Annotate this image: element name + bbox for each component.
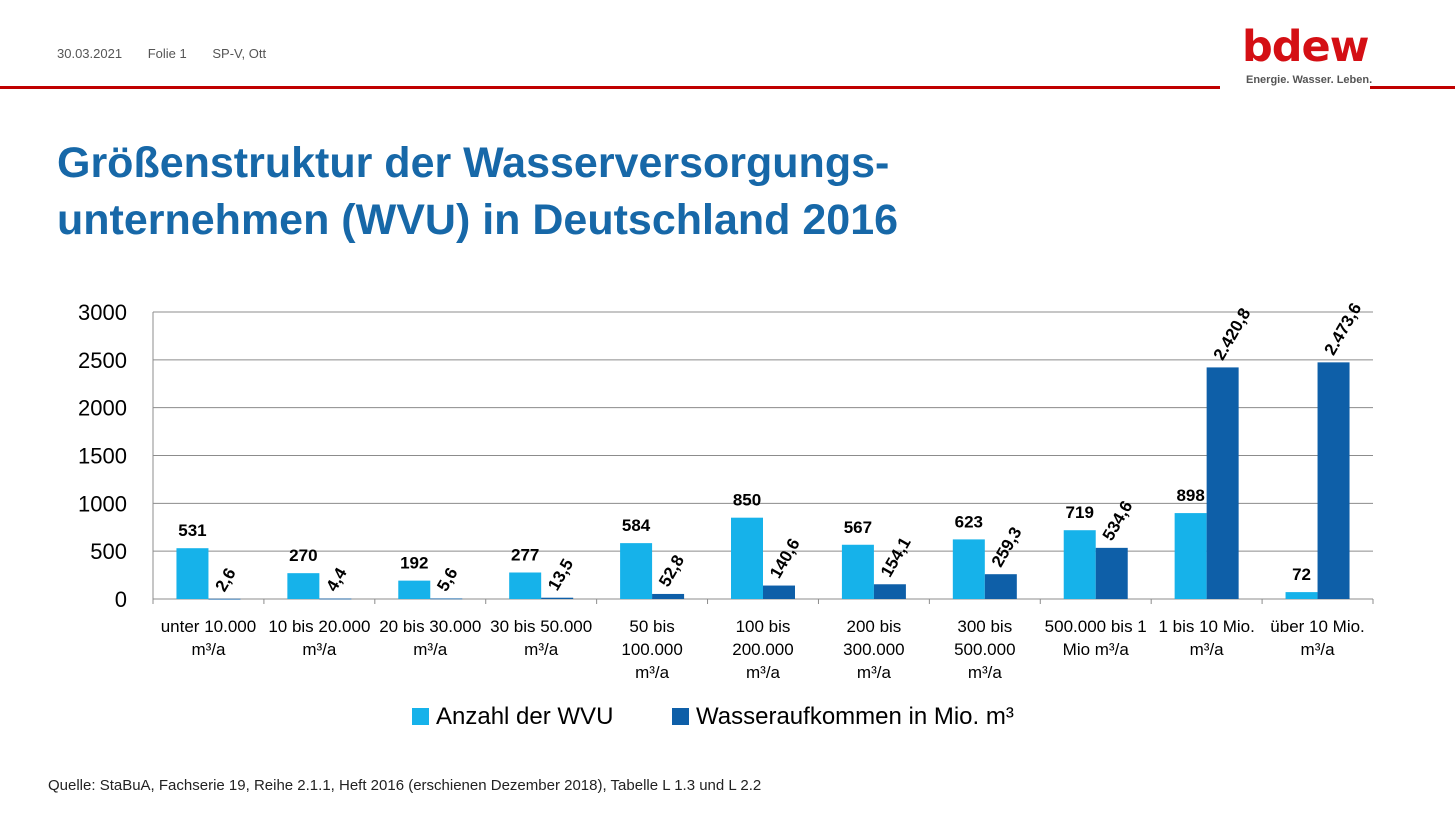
bar-wasseraufkommen: [430, 598, 463, 600]
x-tick-label: m³/a: [857, 663, 892, 682]
x-tick-label: über 10 Mio.: [1270, 617, 1365, 636]
x-tick-label: m³/a: [413, 640, 448, 659]
data-label-anzahl: 277: [511, 546, 539, 565]
slide-date: 30.03.2021: [57, 46, 123, 61]
slide-number: Folie 1: [147, 46, 187, 61]
bar-wasseraufkommen: [763, 585, 795, 599]
bar-anzahl-wvu: [1063, 530, 1096, 599]
logo-tagline: Energie. Wasser. Leben.: [1246, 74, 1373, 86]
x-tick-label: 500.000: [954, 640, 1015, 659]
bar-wasseraufkommen: [1095, 547, 1128, 599]
bar-anzahl-wvu: [1285, 592, 1318, 599]
data-label-anzahl: 850: [733, 491, 761, 510]
data-label-anzahl: 567: [844, 518, 872, 537]
bar-anzahl-wvu: [176, 548, 209, 599]
x-tick-label: 300 bis: [957, 617, 1012, 636]
legend-label-anzahl: Anzahl der WVU: [436, 703, 613, 730]
bdew-logo: bdew Energie. Wasser. Leben.: [1242, 24, 1377, 86]
data-label-wasseraufkommen: 140,6: [766, 535, 804, 581]
bar-anzahl-wvu: [841, 544, 874, 599]
slide-title-line-1: Größenstruktur der Wasserversorgungs-: [57, 139, 890, 187]
data-label-anzahl: 623: [955, 512, 983, 531]
bar-wasseraufkommen: [541, 597, 574, 599]
bar-wasseraufkommen: [208, 598, 241, 600]
slide-meta: 30.03.2021 Folie 1 SP-V, Ott: [57, 46, 288, 61]
data-label-wasseraufkommen: 2.473,6: [1321, 300, 1366, 359]
data-label-wasseraufkommen: 4,4: [322, 564, 351, 594]
bar-anzahl-wvu: [287, 573, 320, 599]
x-tick-label: m³/a: [1190, 640, 1225, 659]
x-tick-label: 20 bis 30.000: [379, 617, 481, 636]
bar-anzahl-wvu: [509, 572, 542, 599]
header-rule-left: [0, 86, 1220, 89]
y-tick-label: 2500: [78, 348, 127, 373]
legend-swatch-anzahl: [412, 708, 429, 725]
data-label-wasseraufkommen: 259,3: [988, 524, 1026, 570]
bar-chart: 0 500 1000 1500 2000 2500 3000 531 2,6 unter 10.0…: [78, 300, 1374, 730]
data-label-anzahl: 898: [1176, 486, 1204, 505]
x-tick-label: 1 bis 10 Mio.: [1158, 617, 1254, 636]
bar-anzahl-wvu: [620, 543, 653, 599]
x-tick-label: 50 bis: [629, 617, 674, 636]
data-label-anzahl: 584: [622, 516, 651, 535]
slide-title: Größenstruktur der Wasserversorgungs- un…: [57, 135, 1057, 249]
data-label-wasseraufkommen: 13,5: [544, 556, 577, 594]
x-tick-label: 100 bis: [736, 617, 791, 636]
data-label-wasseraufkommen: 2,6: [211, 565, 239, 595]
y-tick-label: 500: [90, 539, 127, 564]
x-tick-label: 500.000 bis 1: [1045, 617, 1147, 636]
slide-title-line-2: unternehmen (WVU) in Deutschland 2016: [57, 196, 899, 244]
bar-wasseraufkommen: [984, 574, 1017, 599]
x-tick-label: m³/a: [191, 640, 226, 659]
data-label-anzahl: 192: [400, 554, 428, 573]
bar-anzahl-wvu: [952, 539, 985, 599]
data-label-anzahl: 72: [1292, 565, 1311, 584]
logo-wordmark: bdew: [1242, 22, 1369, 72]
y-tick-label: 0: [115, 587, 127, 612]
slide-header: 30.03.2021 Folie 1 SP-V, Ott bdew Energi…: [0, 0, 1455, 100]
data-label-anzahl: 270: [289, 546, 317, 565]
y-tick-label: 1500: [78, 444, 127, 469]
data-label-wasseraufkommen: 52,8: [655, 552, 688, 590]
legend-swatch-wasseraufkommen: [672, 708, 689, 725]
bar-wasseraufkommen: [319, 598, 352, 600]
x-tick-label: 30 bis 50.000: [490, 617, 592, 636]
bar-wasseraufkommen: [1206, 367, 1239, 599]
x-tick-label: unter 10.000: [161, 617, 256, 636]
source-note: Quelle: StaBuA, Fachserie 19, Reihe 2.1.…: [48, 777, 762, 794]
x-tick-label: m³/a: [524, 640, 559, 659]
y-tick-label: 1000: [78, 491, 127, 516]
y-tick-label: 2000: [78, 396, 127, 421]
data-label-anzahl: 531: [178, 521, 206, 540]
x-tick-label: Mio m³/a: [1063, 640, 1130, 659]
data-label-wasseraufkommen: 2.420,8: [1210, 305, 1255, 364]
data-label-wasseraufkommen: 5,6: [433, 564, 461, 594]
x-tick-label: 100.000: [621, 640, 682, 659]
bar-anzahl-wvu: [1174, 513, 1207, 599]
header-rule-right: [1370, 86, 1455, 89]
slide-author: SP-V, Ott: [212, 46, 267, 61]
x-tick-label: m³/a: [302, 640, 337, 659]
x-tick-label: 200.000: [732, 640, 793, 659]
data-label-wasseraufkommen: 154,1: [877, 534, 915, 580]
x-tick-label: m³/a: [746, 663, 781, 682]
bar-anzahl-wvu: [731, 517, 763, 599]
x-tick-label: m³/a: [968, 663, 1003, 682]
legend-label-wasseraufkommen: Wasseraufkommen in Mio. m³: [696, 703, 1014, 730]
x-tick-label: m³/a: [635, 663, 670, 682]
x-tick-label: 10 bis 20.000: [268, 617, 370, 636]
data-label-anzahl: 719: [1066, 503, 1094, 522]
x-tick-label: 200 bis: [846, 617, 901, 636]
bar-anzahl-wvu: [398, 580, 431, 599]
bar-wasseraufkommen: [652, 593, 685, 599]
y-tick-label: 3000: [78, 300, 127, 325]
x-tick-label: 300.000: [843, 640, 904, 659]
x-tick-label: m³/a: [1301, 640, 1336, 659]
data-label-wasseraufkommen: 534,6: [1099, 498, 1137, 544]
bar-wasseraufkommen: [873, 584, 906, 599]
bar-wasseraufkommen: [1317, 362, 1350, 599]
